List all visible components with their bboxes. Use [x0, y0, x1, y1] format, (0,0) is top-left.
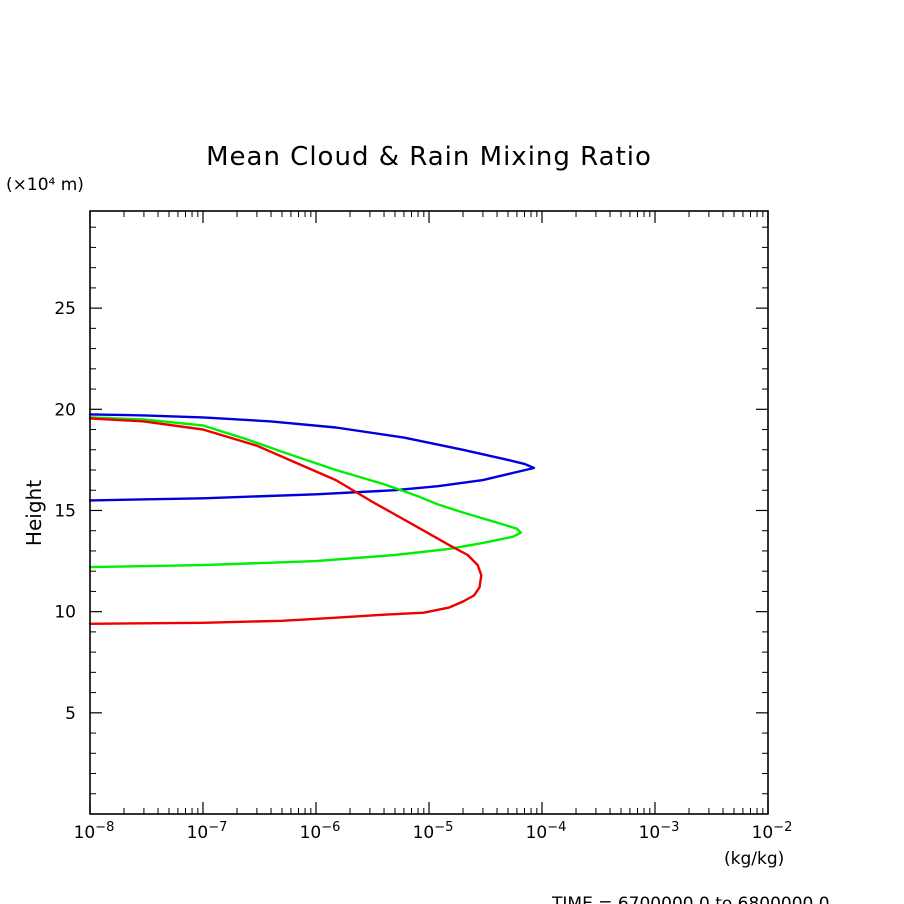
chart-title: Mean Cloud & Rain Mixing Ratio [206, 142, 652, 172]
x-tick-label: 10−5 [413, 820, 454, 843]
x-tick-label: 10−2 [752, 820, 793, 843]
series-line-2 [88, 416, 523, 569]
x-tick-label: 10−7 [187, 820, 228, 843]
x-tick-label: 10−4 [526, 820, 567, 843]
series-lines [88, 413, 536, 625]
plot-frame [89, 210, 769, 815]
y-tick-label: 15 [54, 501, 76, 521]
y-tick-label: 5 [65, 704, 76, 724]
x-tick-label: 10−8 [74, 820, 115, 843]
x-unit-label: (kg/kg) [724, 849, 784, 869]
x-tick-label: 10−6 [300, 820, 341, 843]
x-tick-label: 10−3 [639, 820, 680, 843]
tick-labels: 5 10 15 20 25 10−8 10−7 10−6 10−5 10−4 10−3 10−2 [54, 299, 792, 843]
y-tick-label: 10 [54, 603, 76, 623]
series-line-3 [88, 417, 483, 625]
ticks [89, 211, 769, 814]
series-line-1 [88, 413, 536, 502]
y-axis-label: Height [22, 480, 46, 546]
y-tick-label: 25 [54, 299, 76, 319]
y-tick-label: 20 [54, 400, 76, 420]
footer-time: TIME = 6700000.0 to 6800000.0 [551, 894, 830, 904]
y-unit-label: (×10⁴ m) [6, 175, 84, 195]
